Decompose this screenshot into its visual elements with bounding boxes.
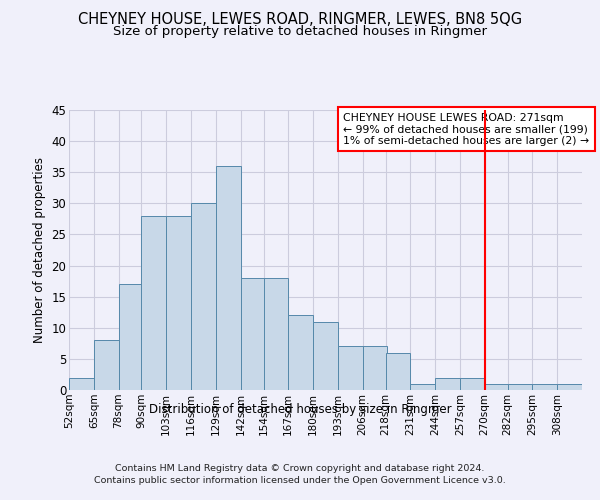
Bar: [386, 352, 410, 390]
Bar: [313, 322, 338, 390]
Text: Distribution of detached houses by size in Ringmer: Distribution of detached houses by size …: [149, 404, 451, 416]
Text: Contains public sector information licensed under the Open Government Licence v3: Contains public sector information licen…: [94, 476, 506, 485]
Bar: [166, 216, 191, 390]
Bar: [410, 384, 435, 390]
Bar: [435, 378, 460, 390]
Bar: [338, 346, 362, 390]
Bar: [191, 204, 216, 390]
Bar: [119, 284, 143, 390]
Bar: [460, 378, 485, 390]
Bar: [241, 278, 265, 390]
Bar: [94, 340, 119, 390]
Bar: [485, 384, 509, 390]
Bar: [508, 384, 532, 390]
Y-axis label: Number of detached properties: Number of detached properties: [33, 157, 46, 343]
Text: CHEYNEY HOUSE LEWES ROAD: 271sqm
← 99% of detached houses are smaller (199)
1% o: CHEYNEY HOUSE LEWES ROAD: 271sqm ← 99% o…: [343, 113, 590, 146]
Bar: [557, 384, 582, 390]
Bar: [362, 346, 388, 390]
Bar: [142, 216, 166, 390]
Text: CHEYNEY HOUSE, LEWES ROAD, RINGMER, LEWES, BN8 5QG: CHEYNEY HOUSE, LEWES ROAD, RINGMER, LEWE…: [78, 12, 522, 28]
Bar: [532, 384, 557, 390]
Text: Size of property relative to detached houses in Ringmer: Size of property relative to detached ho…: [113, 25, 487, 38]
Bar: [216, 166, 241, 390]
Text: Contains HM Land Registry data © Crown copyright and database right 2024.: Contains HM Land Registry data © Crown c…: [115, 464, 485, 473]
Bar: [69, 378, 94, 390]
Bar: [289, 316, 313, 390]
Bar: [263, 278, 289, 390]
